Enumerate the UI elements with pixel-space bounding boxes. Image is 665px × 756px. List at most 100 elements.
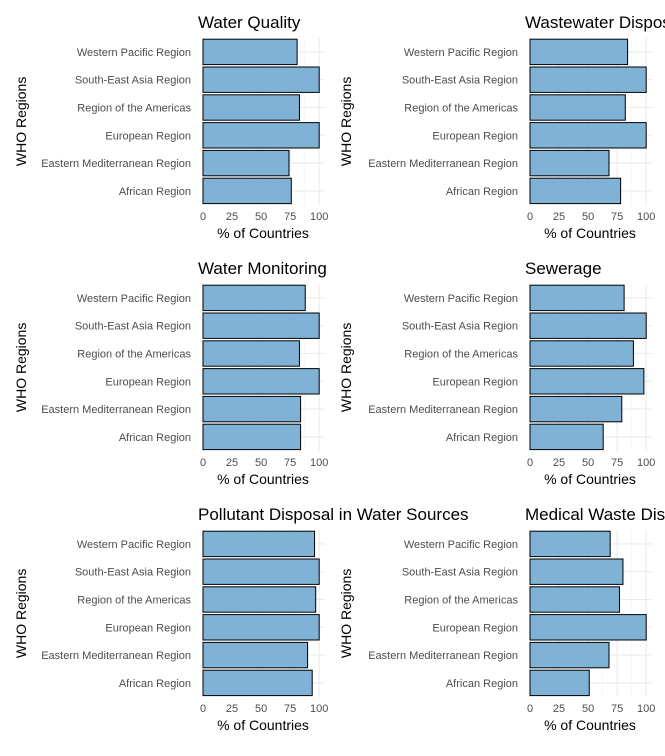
bar-african-region xyxy=(202,423,302,451)
category-label: South-East Asia Region xyxy=(75,567,191,579)
bar-african-region xyxy=(529,423,604,451)
bar-eastern-mediterranean-region xyxy=(529,149,610,177)
x-axis-title: % of Countries xyxy=(544,717,636,733)
bar-eastern-mediterranean-region xyxy=(202,395,302,423)
x-tick-label: 25 xyxy=(226,703,238,715)
category-label: African Region xyxy=(119,432,191,444)
x-tick-label: 75 xyxy=(611,457,623,469)
category-label: Eastern Mediterranean Region xyxy=(41,158,191,170)
category-label: Eastern Mediterranean Region xyxy=(368,650,518,662)
x-axis-title: % of Countries xyxy=(217,717,309,733)
category-label: South-East Asia Region xyxy=(75,75,191,87)
category-label: European Region xyxy=(105,130,191,142)
panel-5: Western Pacific Region South-East Asia Re… xyxy=(13,505,469,733)
x-tick-label: 0 xyxy=(527,211,533,223)
category-label: Region of the Americas xyxy=(404,349,518,361)
bar-eastern-mediterranean-region xyxy=(202,641,309,669)
bar-eastern-mediterranean-region xyxy=(529,641,610,669)
bar-region-of-the-americas xyxy=(529,586,620,613)
x-tick-label: 100 xyxy=(310,703,328,715)
bar-western-pacific-region xyxy=(202,530,316,558)
y-axis-title: WHO Regions xyxy=(13,569,29,658)
bar-western-pacific-region xyxy=(529,530,611,558)
bar-african-region xyxy=(529,177,622,205)
category-label: African Region xyxy=(446,432,518,444)
bar-western-pacific-region xyxy=(529,284,625,312)
bar-european-region xyxy=(202,368,320,395)
x-tick-label: 25 xyxy=(226,211,238,223)
category-label: Eastern Mediterranean Region xyxy=(368,404,518,416)
x-tick-label: 75 xyxy=(611,703,623,715)
x-tick-label: 25 xyxy=(226,457,238,469)
bar-african-region xyxy=(529,669,590,697)
x-tick-label: 0 xyxy=(200,703,206,715)
panel-3: Western Pacific Region South-East Asia Re… xyxy=(13,259,328,487)
panel-1: Western Pacific Region South-East Asia Re… xyxy=(13,13,328,241)
panel-title: Wastewater Disposal xyxy=(525,13,665,32)
bar-eastern-mediterranean-region xyxy=(529,395,623,423)
x-tick-label: 100 xyxy=(637,703,655,715)
category-label: South-East Asia Region xyxy=(402,75,518,87)
bar-western-pacific-region xyxy=(202,284,306,312)
bar-european-region xyxy=(202,122,320,149)
x-tick-label: 50 xyxy=(582,211,594,223)
x-tick-label: 75 xyxy=(611,211,623,223)
category-label: European Region xyxy=(105,622,191,634)
bar-region-of-the-americas xyxy=(202,340,300,367)
x-axis-title: % of Countries xyxy=(217,471,309,487)
category-label: Region of the Americas xyxy=(77,595,191,607)
panel-title: Pollutant Disposal in Water Sources xyxy=(198,505,469,524)
category-label: Western Pacific Region xyxy=(77,539,191,551)
x-tick-label: 50 xyxy=(582,703,594,715)
bar-south-east-asia-region xyxy=(202,66,320,93)
category-label: African Region xyxy=(119,678,191,690)
bar-region-of-the-americas xyxy=(202,586,317,613)
bar-western-pacific-region xyxy=(529,38,629,66)
x-tick-label: 50 xyxy=(582,457,594,469)
bar-european-region xyxy=(529,122,647,149)
bar-region-of-the-americas xyxy=(529,94,626,121)
y-axis-title: WHO Regions xyxy=(338,323,354,412)
x-tick-label: 100 xyxy=(637,211,655,223)
bar-south-east-asia-region xyxy=(529,558,624,585)
bar-african-region xyxy=(202,669,313,697)
x-tick-label: 75 xyxy=(284,457,296,469)
y-axis-title: WHO Regions xyxy=(338,77,354,166)
x-tick-label: 50 xyxy=(255,457,267,469)
category-label: Eastern Mediterranean Region xyxy=(368,158,518,170)
x-tick-label: 25 xyxy=(553,457,565,469)
category-label: Eastern Mediterranean Region xyxy=(41,404,191,416)
y-axis-title: WHO Regions xyxy=(338,569,354,658)
category-label: Western Pacific Region xyxy=(77,293,191,305)
panel-title: Water Monitoring xyxy=(198,259,327,278)
x-tick-label: 50 xyxy=(255,703,267,715)
x-tick-label: 0 xyxy=(527,703,533,715)
x-tick-label: 0 xyxy=(200,457,206,469)
category-label: Eastern Mediterranean Region xyxy=(41,650,191,662)
category-label: African Region xyxy=(446,678,518,690)
bar-european-region xyxy=(202,614,320,641)
panel-4: Western Pacific Region South-East Asia Re… xyxy=(338,259,655,487)
category-label: Region of the Americas xyxy=(404,103,518,115)
bar-eastern-mediterranean-region xyxy=(202,149,290,177)
category-label: South-East Asia Region xyxy=(75,321,191,333)
x-tick-label: 0 xyxy=(200,211,206,223)
bar-region-of-the-americas xyxy=(202,94,300,121)
x-tick-label: 100 xyxy=(310,211,328,223)
x-tick-label: 75 xyxy=(284,211,296,223)
category-label: Western Pacific Region xyxy=(77,47,191,59)
x-axis-title: % of Countries xyxy=(544,471,636,487)
bar-region-of-the-americas xyxy=(529,340,634,367)
y-axis-title: WHO Regions xyxy=(13,323,29,412)
panel-title: Sewerage xyxy=(525,259,602,278)
bar-south-east-asia-region xyxy=(202,558,320,585)
bar-south-east-asia-region xyxy=(529,312,647,339)
x-tick-label: 100 xyxy=(310,457,328,469)
x-axis-title: % of Countries xyxy=(217,225,309,241)
x-tick-label: 100 xyxy=(637,457,655,469)
panel-6: Western Pacific Region South-East Asia Re… xyxy=(338,505,665,733)
category-label: European Region xyxy=(432,622,518,634)
category-label: European Region xyxy=(105,376,191,388)
